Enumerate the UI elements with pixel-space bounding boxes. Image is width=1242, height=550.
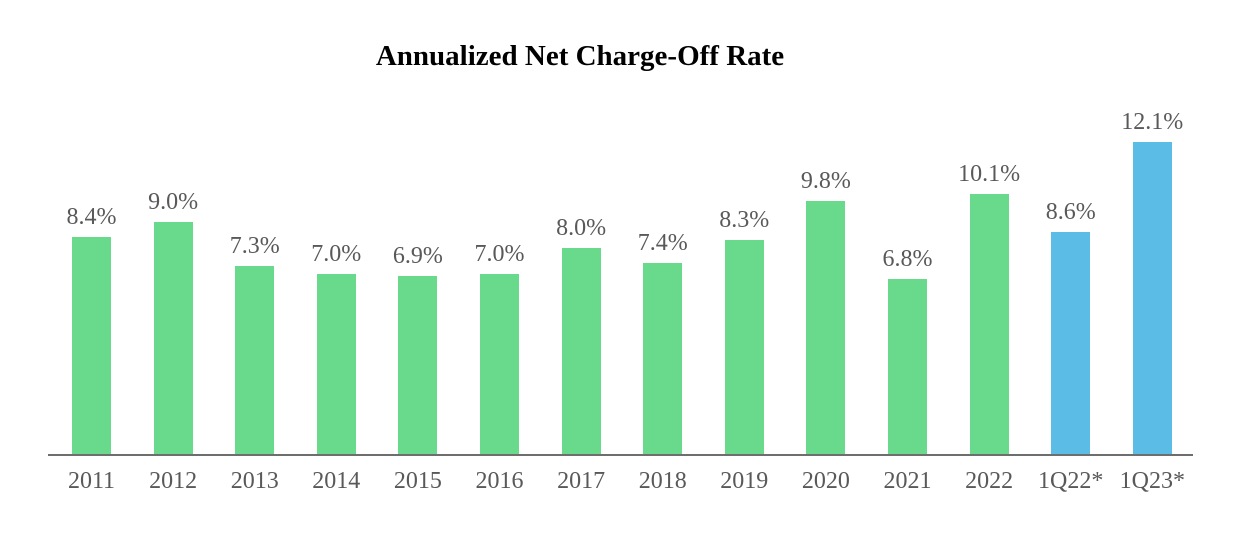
bar-2019 xyxy=(724,240,764,454)
x-axis-label-2016: 2016 xyxy=(475,468,524,494)
bar-2016 xyxy=(480,273,519,454)
x-axis-label-2013: 2013 xyxy=(230,468,279,494)
bar-2018 xyxy=(643,263,683,454)
bar-value-label-2021: 6.8% xyxy=(882,245,933,272)
x-axis-line xyxy=(48,454,1193,456)
bar-value-label-2014: 7.0% xyxy=(311,240,362,267)
bar-2013 xyxy=(235,265,275,454)
bar-value-label-2020: 9.8% xyxy=(800,168,851,195)
x-axis-label-2021: 2021 xyxy=(883,468,932,494)
x-axis-label-2019: 2019 xyxy=(720,468,769,494)
bar-2020 xyxy=(806,201,846,454)
x-axis-label-2017: 2017 xyxy=(557,468,606,494)
bar-2017 xyxy=(561,247,601,454)
bar-2011 xyxy=(72,237,111,454)
bar-2015 xyxy=(398,276,438,454)
bar-value-label-2016: 7.0% xyxy=(474,240,525,267)
bar-value-label-1Q22*: 8.6% xyxy=(1045,199,1096,226)
bar-1Q23* xyxy=(1132,142,1172,454)
x-axis-label-2020: 2020 xyxy=(801,468,850,494)
x-axis-label-2011: 2011 xyxy=(67,468,116,494)
bar-2021 xyxy=(888,278,927,454)
x-axis-label-1Q22*: 1Q22* xyxy=(1038,468,1104,494)
bar-value-label-2013: 7.3% xyxy=(229,232,280,259)
x-axis-label-2012: 2012 xyxy=(149,468,198,494)
chart-title: Annualized Net Charge-Off Rate xyxy=(375,40,785,72)
bar-value-label-2019: 8.3% xyxy=(719,207,770,233)
bar-value-label-2015: 6.9% xyxy=(392,243,443,270)
bar-2022 xyxy=(969,193,1009,454)
bar-2012 xyxy=(153,221,193,454)
bar-2014 xyxy=(316,273,356,454)
bar-value-label-2012: 9.0% xyxy=(148,188,199,215)
bar-value-label-2011: 8.4% xyxy=(66,204,117,231)
bar-1Q22* xyxy=(1051,232,1091,454)
bar-value-label-1Q23*: 12.1% xyxy=(1121,109,1184,135)
x-axis-label-2022: 2022 xyxy=(965,468,1014,494)
x-axis-label-1Q23*: 1Q23* xyxy=(1119,468,1185,494)
bar-value-label-2022: 10.1% xyxy=(958,160,1021,187)
x-axis-label-2015: 2015 xyxy=(393,468,442,494)
bar-value-label-2018: 7.4% xyxy=(637,230,688,257)
bar-value-label-2017: 8.0% xyxy=(556,214,607,241)
x-axis-label-2018: 2018 xyxy=(638,468,687,494)
x-axis-label-2014: 2014 xyxy=(312,468,361,494)
